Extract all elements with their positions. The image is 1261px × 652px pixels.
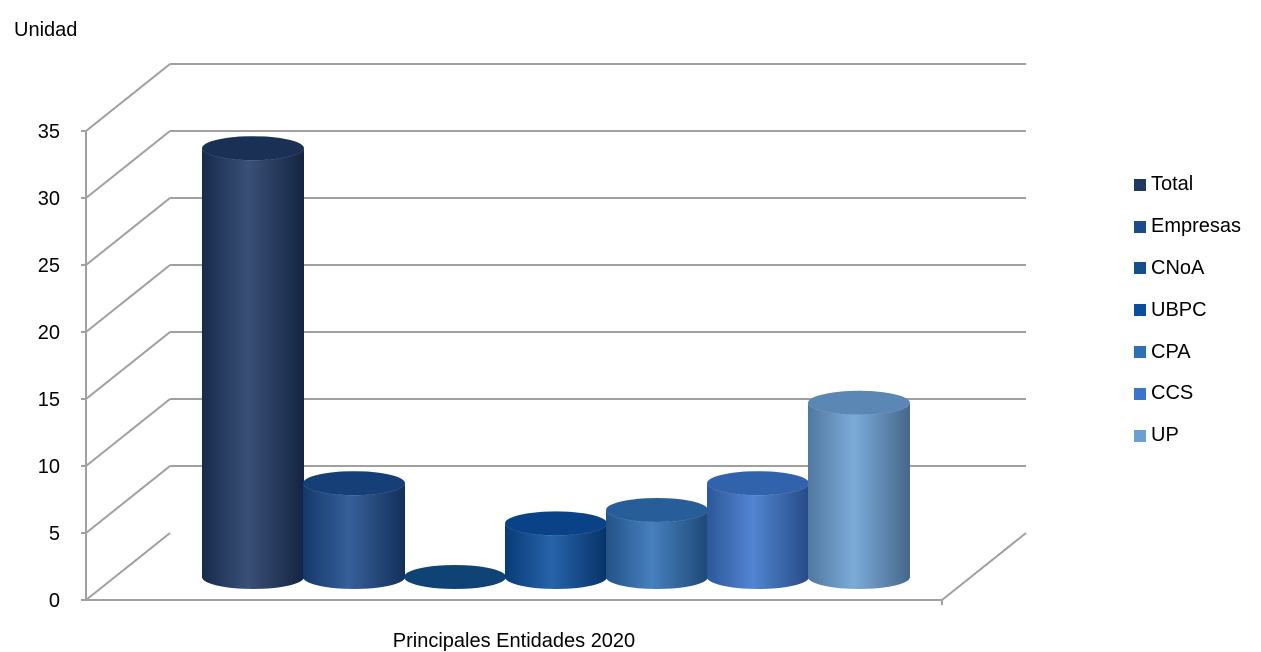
legend-item: Total: [1134, 164, 1241, 206]
bar-body: [202, 148, 304, 589]
legend-label: UBPC: [1151, 298, 1207, 321]
bar-ccs: [707, 471, 809, 589]
legend-item: CNoA: [1134, 248, 1241, 290]
bar-body: [707, 483, 809, 589]
gridline-diagonal: [85, 197, 171, 266]
y-tick-label: 30: [38, 188, 60, 210]
legend-swatch: [1134, 387, 1146, 400]
bar-top: [808, 390, 910, 415]
legend-item: UP: [1134, 415, 1241, 457]
legend: Total Empresas CNoA UBPC CPA CCS UP: [1134, 164, 1241, 457]
y-axis-ticks: 0 5 10 15 20 25 30 35: [38, 121, 86, 612]
y-tick-label: 20: [38, 322, 60, 344]
gridline-diagonal: [85, 264, 171, 333]
gridline-diagonal: [85, 130, 171, 199]
y-axis-label: Unidad: [14, 19, 77, 41]
bar-empresas: [303, 471, 405, 589]
legend-swatch: [1134, 178, 1146, 191]
legend-item: CPA: [1134, 331, 1241, 373]
y-tick-label: 5: [49, 523, 60, 545]
bar-body: [303, 483, 405, 589]
bar-body: [606, 510, 708, 589]
floor-right-edge: [941, 532, 1027, 601]
legend-swatch: [1134, 429, 1146, 442]
bar-cpa: [606, 498, 708, 589]
legend-swatch: [1134, 304, 1146, 317]
y-tick-label: 0: [49, 590, 60, 612]
y-tick-label: 15: [38, 389, 60, 411]
legend-label: CNoA: [1151, 256, 1205, 279]
x-axis-label: Principales Entidades 2020: [393, 630, 635, 652]
floor-left-edge: [85, 532, 171, 601]
legend-swatch: [1134, 262, 1146, 275]
bar-body: [505, 523, 607, 589]
legend-label: CPA: [1151, 340, 1191, 363]
legend-label: CCS: [1151, 382, 1194, 405]
bar-top: [707, 471, 809, 496]
gridline-diagonal: [85, 63, 171, 132]
bar-top: [505, 511, 607, 536]
chart-walls: [85, 63, 1027, 605]
legend-item: UBPC: [1134, 289, 1241, 331]
legend-label: UP: [1151, 424, 1179, 447]
legend-label: Empresas: [1151, 215, 1242, 238]
legend-swatch: [1134, 220, 1146, 233]
legend-label: Total: [1151, 173, 1194, 196]
bars: [202, 136, 910, 589]
y-tick-label: 35: [38, 121, 60, 143]
y-tick-label: 25: [38, 255, 60, 277]
bar-total: [202, 136, 304, 589]
gridline-diagonal: [85, 398, 171, 467]
bar-top: [303, 471, 405, 496]
gridline-diagonal: [85, 465, 171, 534]
bar-top: [202, 136, 304, 161]
bar-top: [404, 565, 506, 589]
gridline-diagonal: [85, 331, 171, 400]
bar-top: [606, 498, 708, 522]
y-tick-label: 10: [38, 456, 60, 478]
bar-cnoa: [404, 565, 506, 589]
legend-item: CCS: [1134, 373, 1241, 415]
bar-body: [808, 402, 910, 589]
bar-ubpc: [505, 511, 607, 589]
legend-item: Empresas: [1134, 206, 1241, 248]
bar-up: [808, 390, 910, 589]
legend-swatch: [1134, 346, 1146, 359]
